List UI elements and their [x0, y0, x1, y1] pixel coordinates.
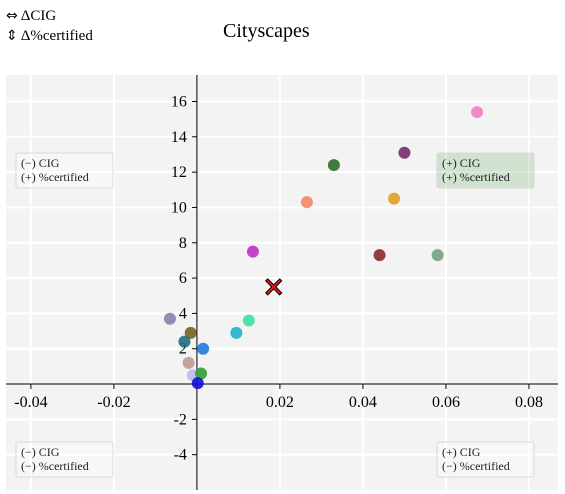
chart-title: Cityscapes [223, 20, 310, 42]
legend-x-item: ⇔ ΔCIG [6, 6, 93, 26]
quadrant-label-text: (+) %certified [21, 170, 89, 184]
y-tick-label: 2 [179, 341, 187, 358]
data-point [242, 314, 255, 327]
x-tick-label: 0.06 [432, 394, 460, 411]
y-tick-label: 10 [171, 199, 187, 216]
quadrant-label-text: (+) %certified [442, 170, 510, 184]
data-point [388, 192, 401, 205]
data-point [398, 146, 411, 159]
data-point [431, 249, 444, 262]
quadrant-label-text: (−) CIG [21, 156, 60, 170]
data-point [471, 106, 484, 119]
data-point [300, 196, 313, 209]
data-point [373, 249, 386, 262]
data-point [182, 356, 195, 369]
data-point [230, 326, 243, 339]
data-point [195, 367, 208, 380]
y-tick-label: 16 [171, 93, 187, 110]
quadrant-label-box [15, 152, 114, 189]
x-tick-label: -0.04 [14, 394, 47, 411]
quadrant-label-box [15, 441, 114, 478]
plot-background [6, 75, 558, 490]
quadrant-label-text: (+) CIG [442, 445, 481, 459]
quadrant-label-box [436, 441, 535, 478]
legend-x-label: ΔCIG [20, 8, 57, 24]
quadrant-label-text: (−) CIG [21, 445, 60, 459]
data-point [178, 335, 191, 348]
x-tick-label: 0.04 [349, 394, 377, 411]
x-tick-label: -0.02 [97, 394, 130, 411]
y-tick-label: 14 [171, 129, 187, 146]
x-tick-label: 0.02 [266, 394, 294, 411]
legend-y-label: Δ%certified [20, 28, 93, 44]
x-tick-label: 0.08 [515, 394, 543, 411]
quadrant-label-text: (−) %certified [442, 459, 510, 473]
data-point-cross [264, 278, 283, 296]
data-point [197, 342, 210, 355]
y-tick-label: -2 [174, 411, 187, 428]
left-right-arrow-icon: ⇔ [6, 8, 18, 24]
data-point [246, 245, 259, 258]
y-tick-label: -4 [174, 447, 187, 464]
y-tick-label: 4 [179, 305, 187, 322]
up-down-arrow-icon: ⇕ [6, 28, 18, 44]
y-tick-label: 8 [179, 235, 187, 252]
data-point [163, 312, 176, 325]
quadrant-label-text: (−) %certified [21, 459, 89, 473]
data-point [191, 377, 204, 390]
data-point [184, 326, 197, 339]
chart-legend: ⇔ ΔCIG ⇕ Δ%certified [6, 6, 93, 46]
data-point [327, 159, 340, 172]
quadrant-label-text: (+) CIG [442, 156, 481, 170]
y-tick-label: 6 [179, 270, 187, 287]
legend-y-item: ⇕ Δ%certified [6, 26, 93, 46]
quadrant-label-box [436, 152, 535, 189]
y-tick-label: 12 [171, 164, 187, 181]
